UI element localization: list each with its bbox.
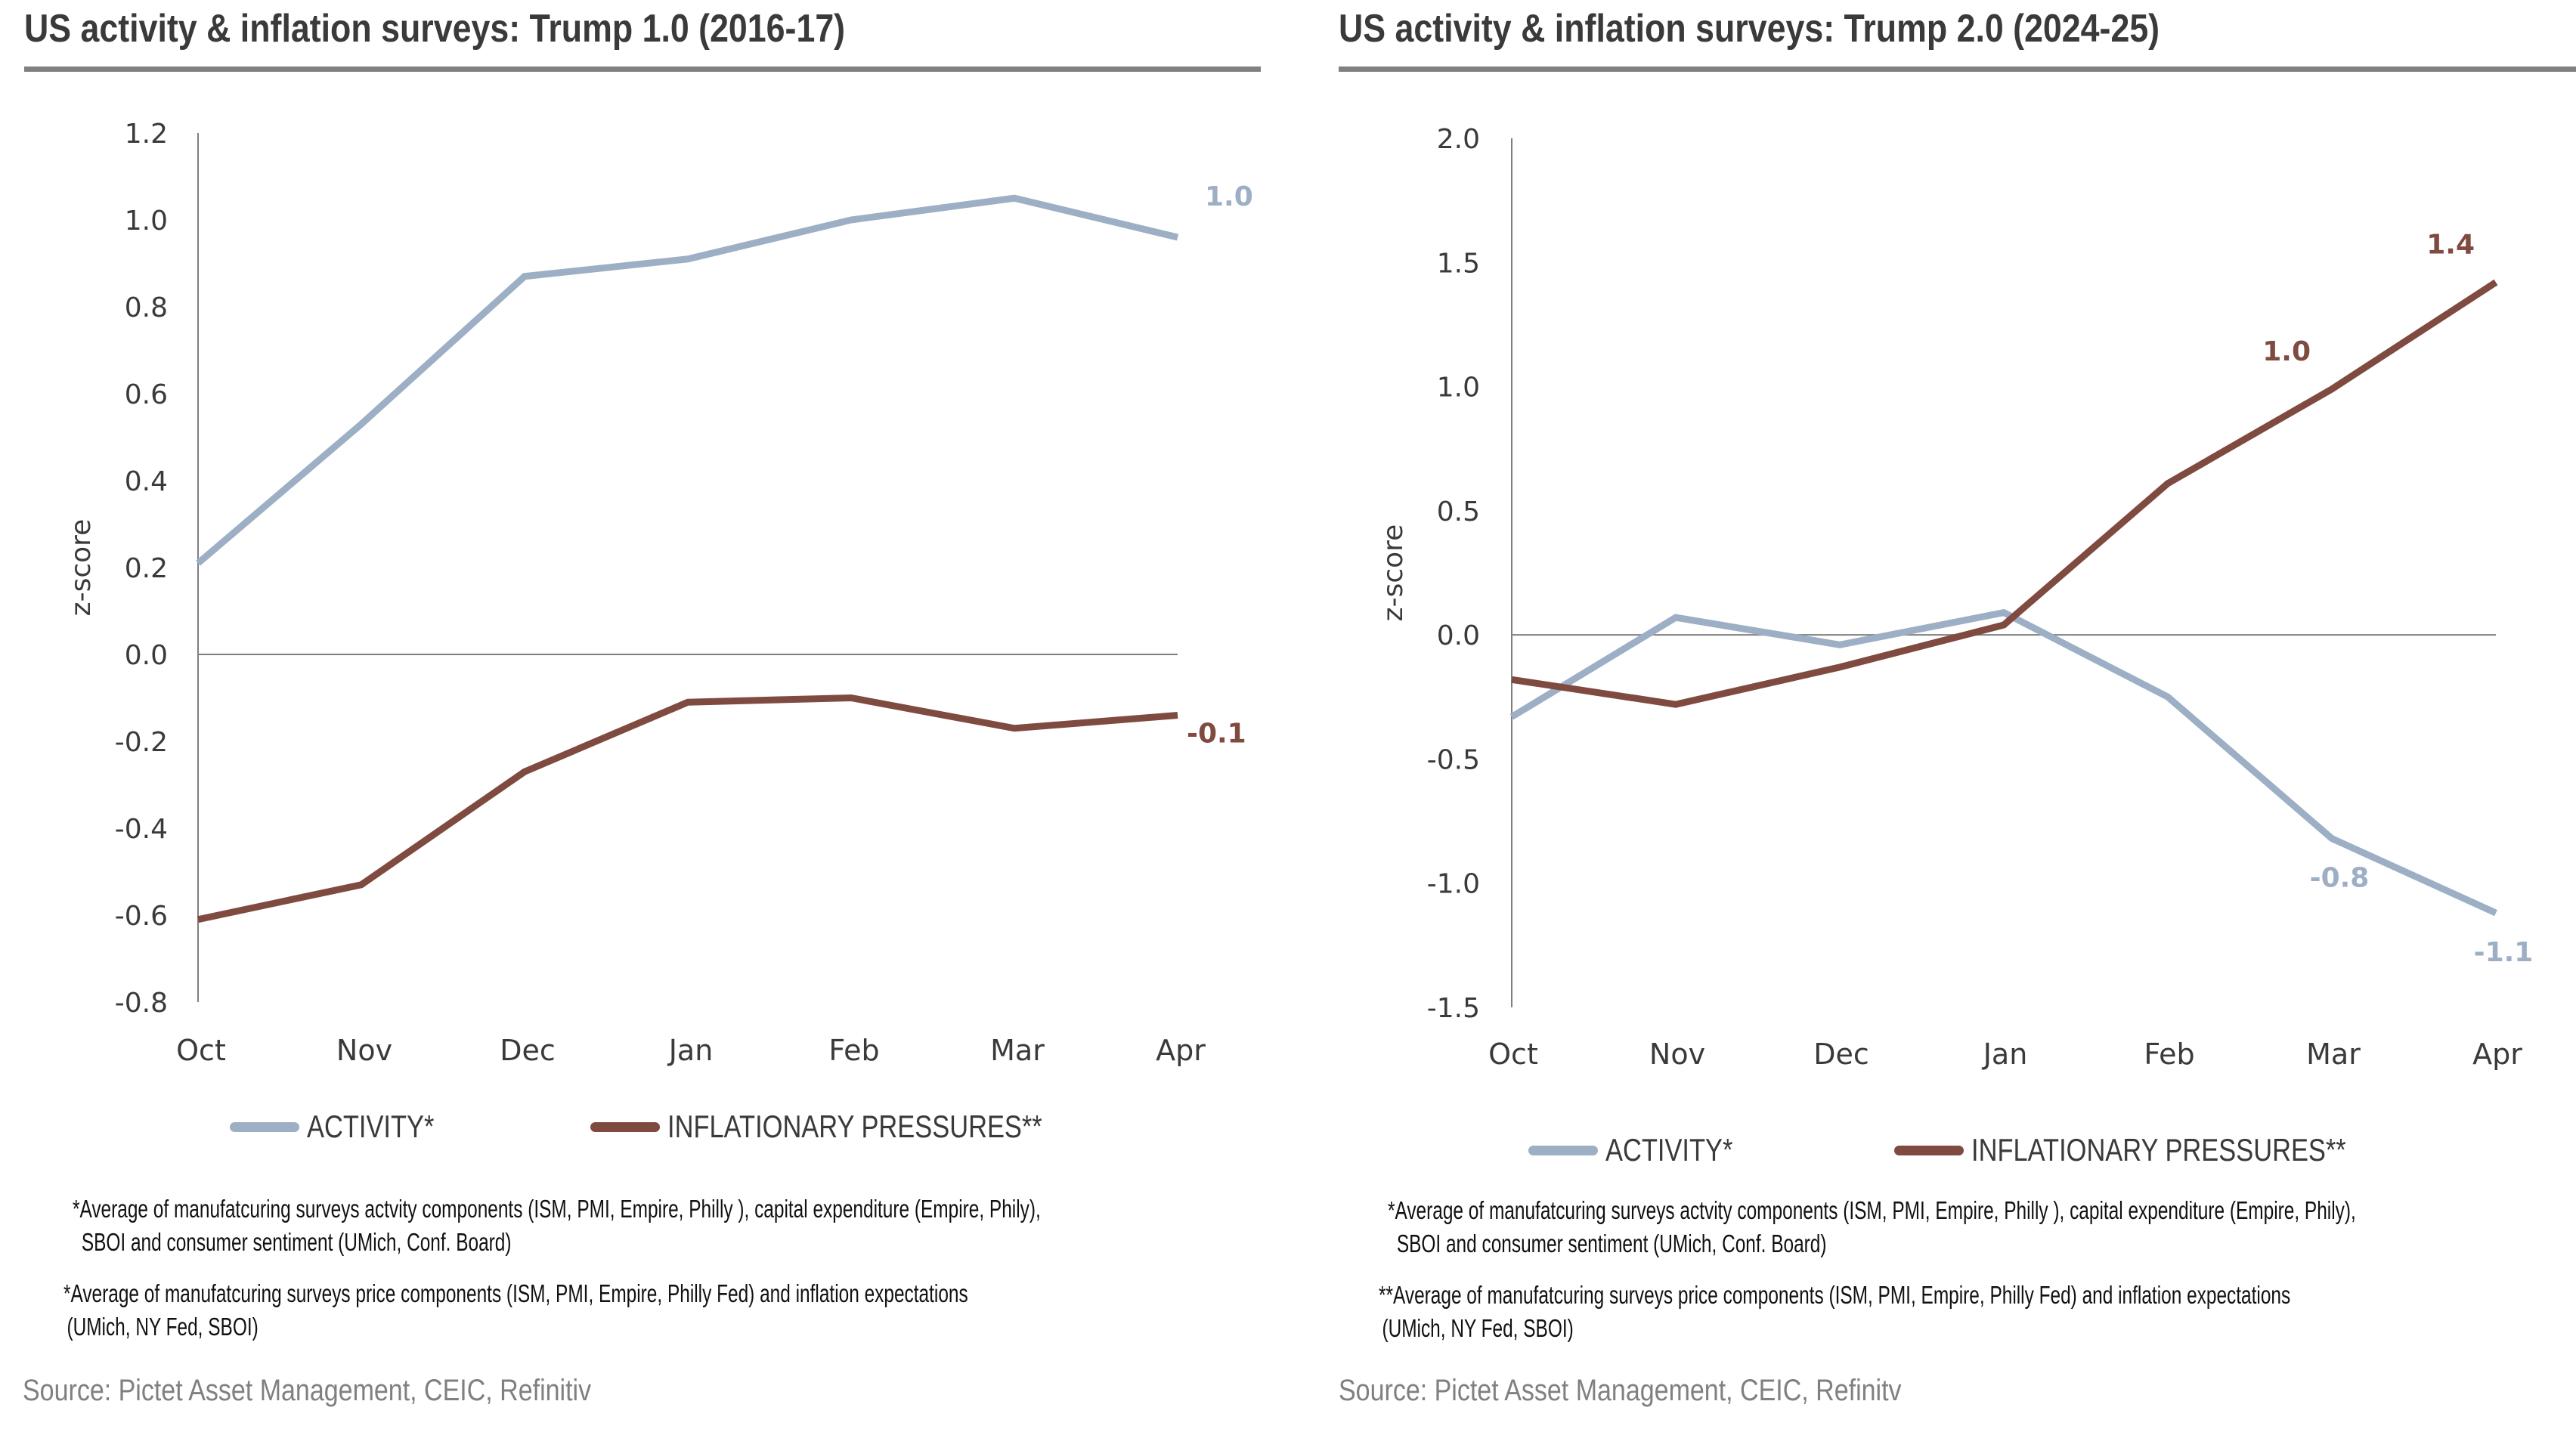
legend-swatch-activity [1528,1145,1598,1155]
legend-label: INFLATIONARY PRESSURES** [1971,1132,2346,1168]
chart-title-trump-2: US activity & inflation surveys: Trump 2… [1339,7,2160,51]
x-tick-label: Feb [828,1034,879,1067]
footnote-line: *Average of manufatcuring surveys actvit… [73,1195,1041,1223]
data-label-inflation: 1.4 [2426,230,2475,261]
footnote-line: (UMich, NY Fed, SBOI) [67,1313,259,1341]
title-rule [24,67,1261,72]
y-tick-label: -1.0 [1427,869,1480,900]
legend: ACTIVITY* INFLATIONARY PRESSURES** [0,1104,1285,1149]
x-tick-label: Oct [1488,1038,1538,1071]
y-tick-label: -0.6 [115,901,168,932]
data-label-activity: -0.8 [2310,863,2370,894]
footnote-line: SBOI and consumer sentiment (UMich, Conf… [81,1228,512,1256]
line-chart-trump-2: 2.0 1.5 1.0 0.5 0.0 -0.5 -1.0 -1.5 z-score Oct Nov… [1378,124,2534,1071]
y-tick-label: 0.0 [1437,620,1480,651]
x-tick-label: Jan [1982,1038,2028,1071]
legend-item-inflation[interactable]: INFLATIONARY PRESSURES** [1894,1127,2429,1173]
y-tick-label: 1.0 [125,206,168,237]
source-note: Source: Pictet Asset Management, CEIC, R… [23,1374,592,1407]
y-tick-label: 0.4 [125,466,168,497]
x-tick-label: Oct [176,1034,226,1067]
footnote-activity: *Average of manufatcuring surveys actvit… [1388,1194,2356,1260]
legend-swatch-inflation [1894,1145,1964,1155]
y-tick-label: -0.4 [115,814,168,845]
x-tick-label: Dec [1813,1038,1869,1071]
footnote-line: **Average of manufatcuring surveys price… [1379,1281,2291,1309]
y-axis-title: z-score [66,519,97,617]
footnote-inflation: *Average of manufatcuring surveys price … [63,1277,968,1344]
y-tick-label: 2.0 [1437,124,1480,155]
y-tick-label: 0.8 [125,292,168,323]
data-label-activity: -1.1 [2474,937,2534,968]
footnote-inflation: **Average of manufatcuring surveys price… [1379,1279,2290,1345]
y-tick-label: -0.2 [115,727,168,758]
legend-item-activity[interactable]: ACTIVITY* [1528,1127,1760,1173]
footnote-line: *Average of manufatcuring surveys actvit… [1388,1196,2356,1224]
legend-label: ACTIVITY* [307,1109,435,1144]
title-rule [1339,67,2576,72]
x-tick-label: Jan [667,1034,714,1067]
legend-swatch-inflation [590,1121,660,1132]
y-tick-label: 0.2 [125,553,168,584]
x-tick-label: Mar [2306,1038,2361,1071]
footnote-line: *Average of manufatcuring surveys price … [63,1279,968,1307]
y-tick-label: 0.0 [125,640,168,671]
y-tick-label: 0.6 [125,379,168,410]
y-tick-label: -0.5 [1427,744,1480,775]
y-tick-label: 1.5 [1437,248,1480,279]
legend-swatch-activity [230,1121,299,1132]
x-tick-label: Feb [2144,1038,2194,1071]
y-tick-label: -1.5 [1427,993,1480,1024]
y-axis-title: z-score [1378,524,1409,622]
data-label-inflation: 1.0 [2262,336,2311,367]
source-note: Source: Pictet Asset Management, CEIC, R… [1339,1374,1902,1407]
series-line-activity [196,194,1179,566]
legend-item-inflation[interactable]: INFLATIONARY PRESSURES** [590,1104,1125,1149]
legend-label: ACTIVITY* [1605,1132,1733,1168]
footnote-line: (UMich, NY Fed, SBOI) [1382,1314,1574,1342]
series-line-activity [1509,608,2497,917]
y-tick-label: 0.5 [1437,496,1480,527]
series-line-inflation [197,694,1178,923]
series-line-inflation [1511,279,2498,708]
x-tick-label: Dec [500,1034,556,1067]
data-label-inflation: -0.1 [1187,719,1246,750]
x-tick-label: Nov [1649,1038,1705,1071]
y-tick-label: 1.0 [1437,373,1480,404]
x-tick-label: Nov [336,1034,392,1067]
y-tick-label: -0.8 [115,988,168,1019]
x-tick-label: Apr [1156,1034,1206,1067]
x-tick-label: Mar [990,1034,1045,1067]
line-chart-trump-1: 1.2 1.0 0.8 0.6 0.4 0.2 0.0 -0.2 -0.4 -0.6 -0.8 z-s… [66,119,1253,1067]
chart-title-trump-1: US activity & inflation surveys: Trump 1… [24,7,846,51]
x-tick-label: Apr [2472,1038,2522,1071]
legend-item-activity[interactable]: ACTIVITY* [230,1104,462,1149]
y-tick-label: 1.2 [125,119,168,150]
legend: ACTIVITY* INFLATIONARY PRESSURES** [0,1127,2576,1173]
footnote-activity: *Average of manufatcuring surveys actvit… [73,1192,1041,1259]
footnote-line: SBOI and consumer sentiment (UMich, Conf… [1396,1229,1827,1257]
legend-label: INFLATIONARY PRESSURES** [667,1109,1042,1144]
data-label-activity: 1.0 [1205,181,1253,212]
